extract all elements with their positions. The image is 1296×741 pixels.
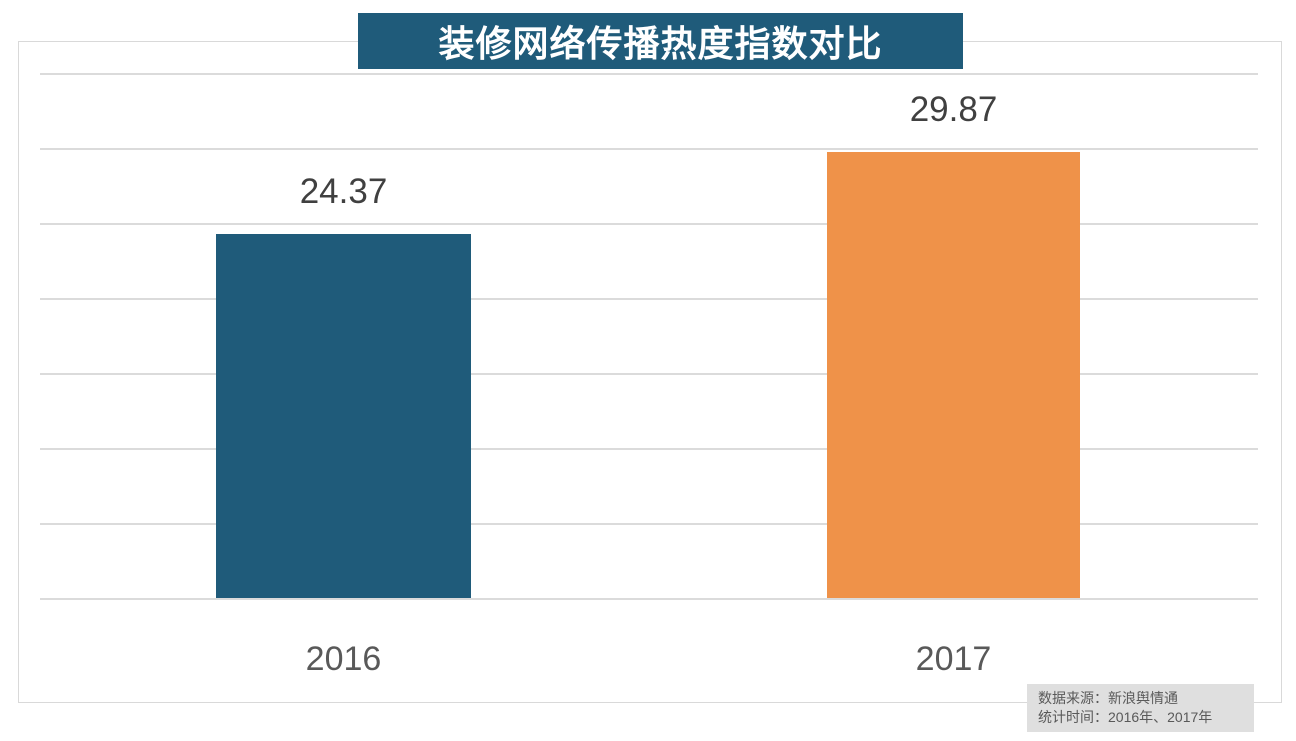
gridline bbox=[40, 373, 1258, 375]
gridline bbox=[40, 73, 1258, 75]
axis-label-2016: 2016 bbox=[305, 640, 382, 678]
bar-2017 bbox=[827, 152, 1080, 598]
plot-area-border bbox=[18, 41, 1282, 703]
gridline bbox=[40, 148, 1258, 150]
gridline bbox=[40, 598, 1258, 600]
axis-label-2017: 2017 bbox=[915, 640, 992, 678]
gridline bbox=[40, 298, 1258, 300]
chart-title: 装修网络传播热度指数对比 bbox=[358, 13, 963, 69]
value-label-2017: 29.87 bbox=[909, 90, 998, 130]
gridline bbox=[40, 523, 1258, 525]
gridline bbox=[40, 448, 1258, 450]
bar-2016 bbox=[216, 234, 471, 598]
gridline bbox=[40, 223, 1258, 225]
value-label-2016: 24.37 bbox=[299, 172, 388, 212]
source-note-line2: 统计时间：2016年、2017年 bbox=[1038, 709, 1213, 725]
source-note: 数据来源：新浪舆情通 统计时间：2016年、2017年 bbox=[1027, 684, 1254, 732]
source-note-line1: 数据来源：新浪舆情通 bbox=[1038, 690, 1178, 706]
